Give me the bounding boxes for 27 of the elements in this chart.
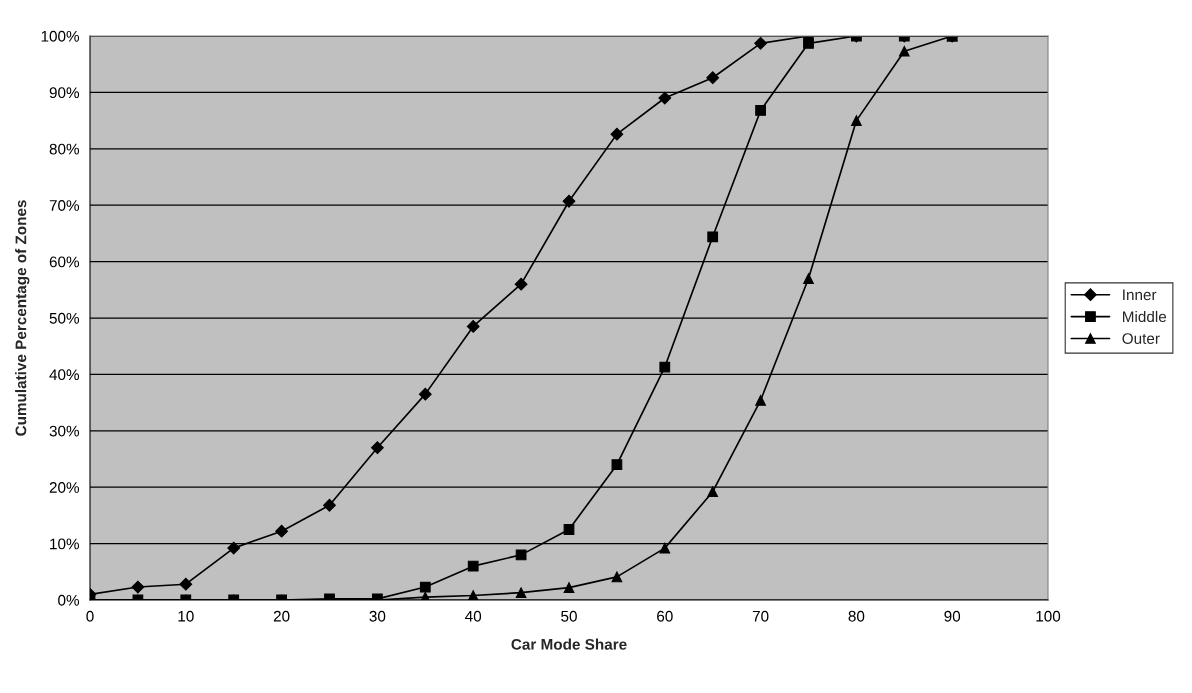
y-tick-label: 100%: [41, 30, 80, 42]
y-tick-label: 10%: [50, 538, 80, 550]
x-tick-label: 10: [178, 610, 194, 622]
x-tick-label: 0: [86, 610, 94, 622]
x-tick-label: 70: [752, 610, 769, 622]
y-tick-label: 90%: [49, 87, 80, 99]
legend-label: Inner: [1123, 289, 1157, 301]
x-tick-label: 80: [848, 610, 865, 622]
y-tick-label: 0%: [58, 594, 80, 606]
y-tick-label: 60%: [49, 256, 80, 268]
y-tick-label: 50%: [49, 312, 80, 324]
x-tick-label: 60: [657, 610, 673, 622]
x-tick-label: 50: [561, 610, 577, 622]
x-tick-label: 100: [1036, 610, 1061, 622]
y-tick-label: 40%: [49, 369, 80, 381]
x-tick-label: 20: [273, 610, 290, 622]
legend-label: Outer: [1122, 333, 1160, 344]
x-axis-title: Car Mode Share: [511, 638, 627, 650]
x-tick-label: 90: [944, 610, 961, 622]
y-axis-title: Cumulative Percentage of Zones: [15, 200, 30, 436]
x-tick-label: 30: [369, 610, 386, 622]
legend-label: Middle: [1123, 310, 1167, 323]
y-tick-label: 70%: [49, 200, 80, 211]
y-tick-label: 80%: [49, 143, 80, 155]
y-tick-label: 20%: [49, 482, 80, 493]
y-tick-label: 30%: [49, 425, 80, 437]
x-tick-label: 40: [465, 610, 482, 622]
